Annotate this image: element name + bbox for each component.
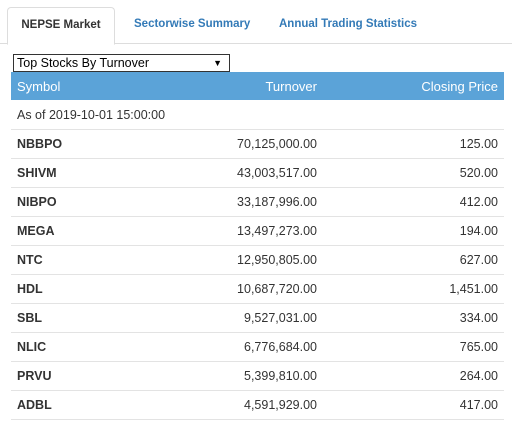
stock-symbol: SHIVM xyxy=(11,158,121,188)
turnover-value: 9,527,031.00 xyxy=(121,303,323,333)
stock-symbol: NLIC xyxy=(11,332,121,362)
closing-price-value: 334.00 xyxy=(323,303,504,333)
table-row: SHIVM 43,003,517.00 520.00 xyxy=(11,158,504,188)
stocks-filter-value: Top Stocks By Turnover xyxy=(17,56,150,70)
turnover-value: 43,003,517.00 xyxy=(121,158,323,188)
stock-symbol: NBBPO xyxy=(11,129,121,159)
turnover-value: 10,687,720.00 xyxy=(121,274,323,304)
stock-symbol: PRVU xyxy=(11,361,121,391)
table-row: NTC 12,950,805.00 627.00 xyxy=(11,245,504,275)
closing-price-value: 125.00 xyxy=(323,129,504,159)
table-row: MEGA 13,497,273.00 194.00 xyxy=(11,216,504,246)
table-row: NIBPO 33,187,996.00 412.00 xyxy=(11,187,504,217)
turnover-value: 5,399,810.00 xyxy=(121,361,323,391)
market-tabs: NEPSE Market Sectorwise Summary Annual T… xyxy=(0,0,512,45)
turnover-value: 33,187,996.00 xyxy=(121,187,323,217)
tab-annual-trading-statistics[interactable]: Annual Trading Statistics xyxy=(279,18,418,30)
table-row: ADBL 4,591,929.00 417.00 xyxy=(11,390,504,420)
as-of-timestamp: As of 2019-10-01 15:00:00 xyxy=(11,100,504,130)
stock-symbol: NIBPO xyxy=(11,187,121,217)
tab-sectorwise-summary[interactable]: Sectorwise Summary xyxy=(134,18,251,30)
closing-price-column-header: Closing Price xyxy=(421,78,498,94)
table-row: NBBPO 70,125,000.00 125.00 xyxy=(11,129,504,159)
stock-symbol: HDL xyxy=(11,274,121,304)
symbol-column-header: Symbol xyxy=(17,78,61,94)
closing-price-value: 412.00 xyxy=(323,187,504,217)
closing-price-value: 627.00 xyxy=(323,245,504,275)
closing-price-value: 1,451.00 xyxy=(323,274,504,304)
table-row: PRVU 5,399,810.00 264.00 xyxy=(11,361,504,391)
table-row: HDL 10,687,720.00 1,451.00 xyxy=(11,274,504,304)
turnover-value: 12,950,805.00 xyxy=(121,245,323,275)
turnover-value: 13,497,273.00 xyxy=(121,216,323,246)
dropdown-arrow-icon[interactable]: ▼ xyxy=(213,58,222,68)
turnover-value: 6,776,684.00 xyxy=(121,332,323,362)
closing-price-value: 520.00 xyxy=(323,158,504,188)
closing-price-value: 417.00 xyxy=(323,390,504,420)
table-row: NLIC 6,776,684.00 765.00 xyxy=(11,332,504,362)
turnover-column-header: Turnover xyxy=(265,78,317,94)
as-of-row: As of 2019-10-01 15:00:00 xyxy=(11,100,504,130)
table-header-row: Symbol Turnover Closing Price xyxy=(11,72,504,100)
stock-symbol: ADBL xyxy=(11,390,121,420)
stock-symbol: MEGA xyxy=(11,216,121,246)
table-row: SBL 9,527,031.00 334.00 xyxy=(11,303,504,333)
closing-price-value: 765.00 xyxy=(323,332,504,362)
stock-symbol: NTC xyxy=(11,245,121,275)
turnover-value: 4,591,929.00 xyxy=(121,390,323,420)
stock-symbol: SBL xyxy=(11,303,121,333)
closing-price-value: 194.00 xyxy=(323,216,504,246)
top-stocks-table: Symbol Turnover Closing Price As of 2019… xyxy=(11,72,504,420)
closing-price-value: 264.00 xyxy=(323,361,504,391)
tab-nepse-market[interactable]: NEPSE Market xyxy=(7,7,115,45)
turnover-value: 70,125,000.00 xyxy=(121,129,323,159)
stocks-filter-select[interactable]: Top Stocks By Turnover ▼ xyxy=(13,54,230,72)
